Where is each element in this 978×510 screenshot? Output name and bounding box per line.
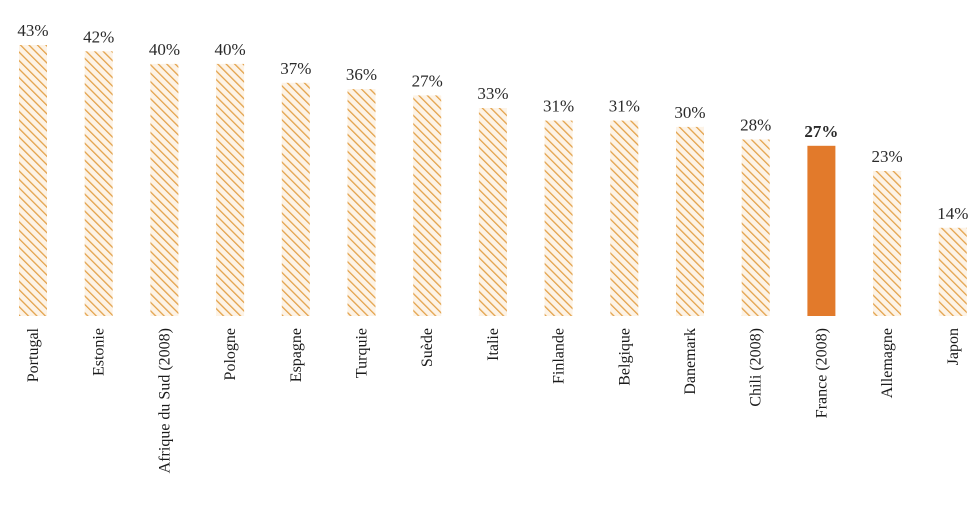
bar-11 xyxy=(741,139,770,316)
value-label-3: 40% xyxy=(215,40,246,59)
value-label-8: 31% xyxy=(543,97,574,116)
category-labels-layer: Portugal Estonie Afrique du Sud (2008) Polo… xyxy=(25,327,962,473)
category-label-4: Espagne xyxy=(288,328,305,382)
bar-14 xyxy=(938,227,967,316)
category-label-3: Pologne xyxy=(222,328,239,380)
category-label-2: Afrique du Sud (2008) xyxy=(156,328,173,473)
bar-7 xyxy=(478,108,507,316)
bar-4 xyxy=(281,82,310,316)
value-label-7: 33% xyxy=(477,84,508,103)
category-label-5: Turquie xyxy=(354,328,371,378)
bar-9 xyxy=(610,120,639,316)
bars-layer xyxy=(19,45,967,317)
value-labels-layer: 43% 42% 40% 40% 37% 36% 27% 33% 31% 31% 30% 28% 27% 2… xyxy=(17,21,968,223)
value-label-2: 40% xyxy=(149,40,180,59)
value-label-10: 30% xyxy=(674,103,705,122)
category-label-1: Estonie xyxy=(91,328,108,376)
category-label-12: France (2008) xyxy=(813,328,830,418)
category-label-10: Danemark xyxy=(682,328,699,395)
value-label-0: 43% xyxy=(17,21,48,40)
bar-3 xyxy=(216,63,245,317)
value-label-9: 31% xyxy=(609,97,640,116)
value-label-4: 37% xyxy=(280,59,311,78)
value-label-11: 28% xyxy=(740,116,771,135)
category-label-13: Allemagne xyxy=(879,328,896,398)
value-label-5: 36% xyxy=(346,65,377,84)
bar-2 xyxy=(150,63,179,317)
value-label-13: 23% xyxy=(872,147,903,166)
category-label-9: Belgique xyxy=(616,328,633,386)
category-label-6: Suède xyxy=(419,328,436,367)
category-label-8: Finlande xyxy=(551,328,568,384)
bar-6 xyxy=(413,95,442,317)
category-label-0: Portugal xyxy=(25,327,42,382)
category-label-7: Italie xyxy=(485,328,502,361)
bar-5 xyxy=(347,89,376,316)
category-label-11: Chili (2008) xyxy=(748,328,765,407)
value-label-14: 14% xyxy=(937,204,968,223)
value-label-12: 27% xyxy=(804,122,838,141)
bar-8 xyxy=(544,120,573,316)
bar-0 xyxy=(19,45,47,316)
value-label-6: 27% xyxy=(412,71,443,90)
bar-1 xyxy=(84,51,113,317)
bar-13 xyxy=(873,171,902,316)
bar-12 xyxy=(807,145,836,316)
category-label-14: Japon xyxy=(945,328,962,365)
bar-10 xyxy=(676,126,704,317)
value-label-1: 42% xyxy=(83,27,114,46)
